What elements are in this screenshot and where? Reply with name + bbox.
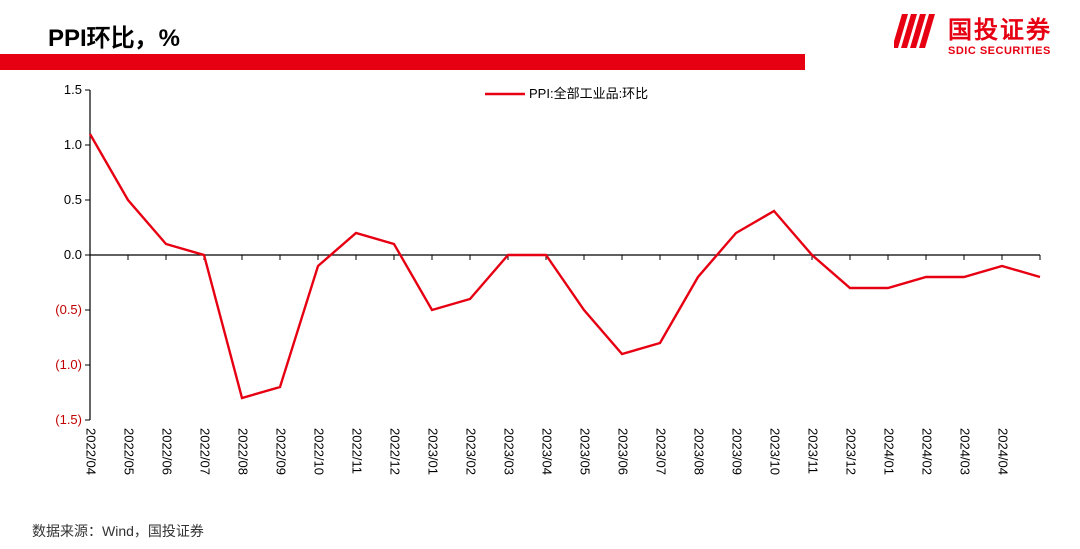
svg-text:2024/04: 2024/04: [996, 428, 1011, 475]
svg-text:0.0: 0.0: [64, 247, 82, 262]
svg-text:2022/08: 2022/08: [236, 428, 251, 475]
logo-en-text: SDIC SECURITIES: [948, 45, 1052, 57]
data-source-footer: 数据来源：Wind，国投证券: [32, 521, 204, 541]
svg-text:2023/10: 2023/10: [768, 428, 783, 475]
svg-text:(0.5): (0.5): [55, 302, 82, 317]
svg-text:2023/05: 2023/05: [578, 428, 593, 475]
svg-text:2022/09: 2022/09: [274, 428, 289, 475]
svg-text:2022/10: 2022/10: [312, 428, 327, 475]
svg-text:2023/01: 2023/01: [426, 428, 441, 475]
brand-logo: 国投证券 SDIC SECURITIES: [894, 10, 1052, 57]
svg-text:2022/06: 2022/06: [160, 428, 175, 475]
svg-text:2022/12: 2022/12: [388, 428, 403, 475]
slide-root: PPI环比，% 国投证券 SDIC SECURITIES (1.5)(1.0)(…: [0, 0, 1080, 549]
svg-text:(1.5): (1.5): [55, 412, 82, 427]
svg-text:2023/07: 2023/07: [654, 428, 669, 475]
svg-text:(1.0): (1.0): [55, 357, 82, 372]
data-source-text: 数据来源：Wind，国投证券: [32, 523, 204, 539]
svg-text:0.5: 0.5: [64, 192, 82, 207]
chart-area: (1.5) (1.0) (0.5) 0.0 0.5 1.0 1.5 2022/04 2022/0…: [40, 80, 1050, 520]
svg-text:2024/03: 2024/03: [958, 428, 973, 475]
svg-text:2023/09: 2023/09: [730, 428, 745, 475]
svg-text:2023/11: 2023/11: [806, 428, 821, 474]
logo-text: 国投证券 SDIC SECURITIES: [948, 10, 1052, 57]
svg-text:PPI:全部工业品:环比: PPI:全部工业品:环比: [529, 86, 648, 101]
page-title: PPI环比，%: [48, 18, 180, 53]
page-title-text: PPI环比，%: [48, 25, 180, 52]
svg-text:2022/11: 2022/11: [350, 428, 365, 474]
svg-text:1.5: 1.5: [64, 82, 82, 97]
title-accent-bar: [0, 54, 805, 70]
svg-text:2023/12: 2023/12: [844, 428, 859, 475]
svg-text:2023/04: 2023/04: [540, 428, 555, 475]
svg-text:2022/07: 2022/07: [198, 428, 213, 475]
svg-text:1.0: 1.0: [64, 137, 82, 152]
svg-text:2022/04: 2022/04: [84, 428, 99, 475]
svg-text:2023/03: 2023/03: [502, 428, 517, 475]
logo-cn-text: 国投证券: [948, 10, 1052, 45]
svg-text:2024/01: 2024/01: [882, 428, 897, 475]
logo-stripes-icon: [894, 14, 936, 53]
svg-text:2022/05: 2022/05: [122, 428, 137, 475]
line-chart: (1.5) (1.0) (0.5) 0.0 0.5 1.0 1.5 2022/04 2022/0…: [40, 80, 1050, 500]
svg-text:2023/08: 2023/08: [692, 428, 707, 475]
svg-text:2024/02: 2024/02: [920, 428, 935, 475]
svg-text:2023/02: 2023/02: [464, 428, 479, 475]
svg-text:2023/06: 2023/06: [616, 428, 631, 475]
